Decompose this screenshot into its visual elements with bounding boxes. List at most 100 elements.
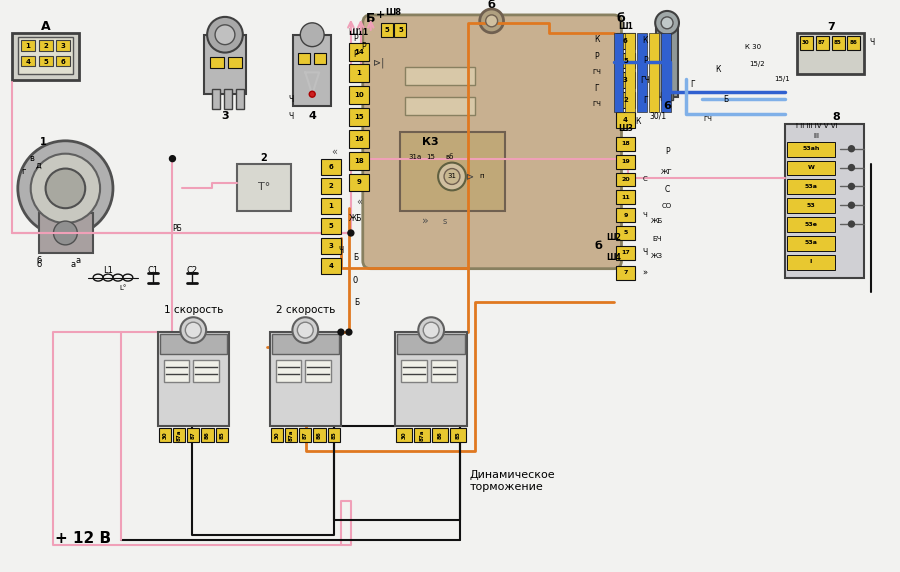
Circle shape [310,92,315,97]
Circle shape [480,9,503,33]
Text: 1: 1 [40,137,47,147]
Bar [616,137,635,150]
Bar [349,173,369,192]
Bar [57,55,70,66]
Bar [398,334,465,354]
Text: 85: 85 [455,431,461,439]
Text: 53аh: 53аh [802,146,820,151]
Text: Динамическое
торможение: Динамическое торможение [470,470,555,491]
Text: Р: Р [665,147,670,156]
Text: I: I [810,259,812,264]
Text: К: К [715,65,720,74]
Circle shape [46,169,86,208]
Bar [21,39,35,50]
Text: C2: C2 [186,266,198,275]
Bar [271,428,283,442]
Text: б: б [36,260,41,269]
Text: 7: 7 [624,270,627,275]
Text: 1: 1 [25,43,31,49]
Text: С: С [643,176,648,182]
Text: 4: 4 [328,263,334,269]
Text: 87: 87 [302,431,308,439]
Text: а: а [76,256,81,265]
Text: С: С [664,185,670,194]
Text: 3: 3 [328,243,334,249]
Text: 3: 3 [623,77,628,84]
Text: 2: 2 [623,97,628,103]
Text: Г: Г [594,84,599,93]
Text: 19: 19 [621,159,630,164]
Text: 18: 18 [354,158,364,164]
Text: 30: 30 [162,431,167,439]
Circle shape [444,169,460,184]
Bar [397,428,412,442]
Text: Ш3: Ш3 [618,124,633,133]
Circle shape [180,317,206,343]
Bar [616,246,635,260]
Text: 6: 6 [663,101,671,111]
Bar [299,428,311,442]
Text: Б: Б [355,298,359,307]
Bar [224,89,232,109]
Circle shape [849,146,854,152]
Bar [450,428,466,442]
Text: 5: 5 [623,58,628,63]
Text: 31а: 31а [409,154,422,160]
Text: 1: 1 [328,203,334,209]
Bar [272,334,339,354]
Text: 6: 6 [61,58,66,65]
Text: 5: 5 [384,27,389,33]
Text: «: « [356,196,362,206]
Circle shape [655,11,679,35]
Bar [313,428,326,442]
Bar [210,57,224,69]
Bar [848,35,860,50]
Text: 53е: 53е [805,221,817,227]
Bar [237,164,292,211]
Text: »: » [422,216,428,226]
Bar [164,360,189,382]
Text: ГЧ: ГЧ [592,69,601,76]
Text: Р: Р [643,56,648,65]
Text: 1 скорость: 1 скорость [164,305,223,315]
Bar [616,92,635,108]
Bar [321,218,341,234]
Circle shape [438,162,466,190]
Text: 14: 14 [354,49,364,54]
Text: 5: 5 [398,27,403,33]
Text: 86: 86 [317,431,322,439]
Bar [321,238,341,254]
Text: 20: 20 [621,177,630,182]
Circle shape [215,25,235,45]
Bar [204,35,246,94]
Text: 0: 0 [352,276,357,285]
Bar [414,428,430,442]
Text: 30: 30 [802,40,810,45]
Bar [616,173,635,186]
Text: 15: 15 [426,154,435,160]
Text: 2 скорость: 2 скорость [275,305,335,315]
Bar [405,67,475,85]
Bar [616,112,635,128]
Text: 2: 2 [328,184,333,189]
Bar [616,190,635,204]
Text: 2: 2 [260,153,267,162]
Text: ЖБ: ЖБ [349,213,363,223]
Text: 3: 3 [61,43,66,49]
Text: ⊳|: ⊳| [373,57,384,67]
Text: 9: 9 [624,213,627,218]
Bar [616,33,635,49]
Text: 15: 15 [354,114,364,120]
Bar [173,428,185,442]
Bar [349,86,369,104]
Text: Г: Г [690,80,695,89]
Text: 30/1: 30/1 [650,112,667,121]
Text: 6: 6 [623,38,628,43]
Text: Ч: Ч [643,212,648,218]
Text: б: б [595,241,603,251]
Text: Ч: Ч [289,112,294,121]
Text: ⊳: ⊳ [466,172,474,181]
Bar [381,23,392,37]
Bar [321,158,341,174]
Circle shape [207,17,243,53]
